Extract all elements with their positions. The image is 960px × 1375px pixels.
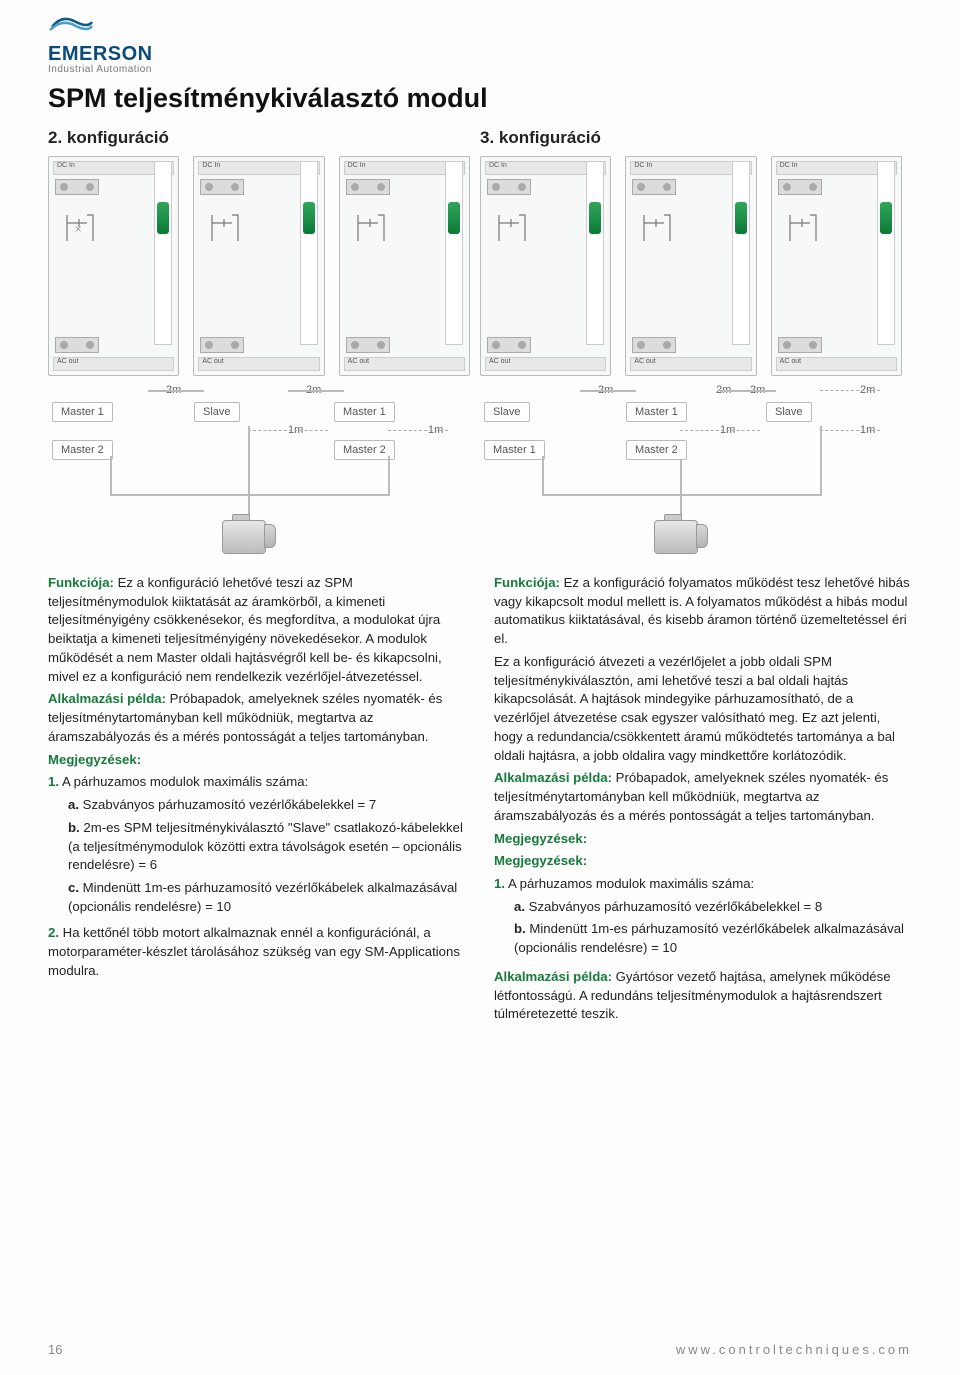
ac-out-label: AC out (344, 357, 465, 371)
module-2-3: DC In AC out (339, 156, 470, 376)
motor-icon (222, 514, 276, 554)
ac-out-label: AC out (485, 357, 606, 371)
page-footer: 16 www.controltechniques.com (48, 1342, 912, 1357)
notes-label: Megjegyzések: (48, 752, 141, 767)
note-1a: Szabványos párhuzamosító vezérlőkábelekk… (529, 899, 823, 914)
notes-label: Megjegyzések: (494, 853, 587, 868)
config-3-diagram: DC In AC out DC In AC out (480, 156, 912, 556)
brand-subtitle: Industrial Automation (48, 64, 912, 75)
master2-chip: Master 2 (626, 440, 687, 460)
module-2-1: DC In AC out (48, 156, 179, 376)
config-2-label: 2. konfiguráció (48, 128, 480, 148)
module-3-1: DC In AC out (480, 156, 611, 376)
page-number: 16 (48, 1342, 62, 1357)
note-1b: 2m-es SPM teljesítménykiválasztó "Slave"… (68, 820, 463, 872)
left-text-column: Funkciója: Ez a konfiguráció lehetővé te… (48, 574, 466, 1028)
master2-chip: Master 2 (334, 440, 395, 460)
slave-chip: Slave (194, 402, 240, 422)
app-lead: Alkalmazási példa: (48, 691, 166, 706)
right-text-column: Funkciója: Ez a konfiguráció folyamatos … (494, 574, 912, 1028)
ac-out-label: AC out (53, 357, 174, 371)
app2-lead: Alkalmazási példa: (494, 969, 612, 984)
slave-chip: Slave (766, 402, 812, 422)
slave-chip: Slave (484, 402, 530, 422)
config-3-label: 3. konfiguráció (480, 128, 912, 148)
master2-chip: Master 2 (52, 440, 113, 460)
note-1: A párhuzamos modulok maximális száma: (508, 876, 754, 891)
emerson-swirl-icon (48, 16, 94, 38)
page-title: SPM teljesítménykiválasztó modul (48, 83, 912, 114)
igbt-icon (65, 213, 95, 243)
module-3-3: DC In AC out (771, 156, 902, 376)
igbt-icon (642, 213, 672, 243)
para-2: Ez a konfiguráció átvezeti a vezérlőjele… (494, 653, 912, 765)
func-body: Ez a konfiguráció lehetővé teszi az SPM … (48, 575, 442, 684)
master1-chip: Master 1 (334, 402, 395, 422)
brand-name: EMERSON (48, 43, 912, 66)
ac-out-label: AC out (776, 357, 897, 371)
note-2-num: 2. (48, 925, 59, 940)
master1-chip: Master 1 (52, 402, 113, 422)
config-2-diagram: DC In AC out DC In AC out (48, 156, 480, 556)
igbt-icon (356, 213, 386, 243)
app-lead: Alkalmazási példa: (494, 770, 612, 785)
note-2: Ha kettőnél több motort alkalmaznak enné… (48, 925, 460, 977)
module-2-2: DC In AC out (193, 156, 324, 376)
ac-out-label: AC out (630, 357, 751, 371)
note-1c: Mindenütt 1m-es párhuzamosító vezérlőkáb… (68, 880, 457, 914)
notes-label: Megjegyzések: (494, 831, 587, 846)
igbt-icon (210, 213, 240, 243)
igbt-icon (788, 213, 818, 243)
note-1: A párhuzamos modulok maximális száma: (62, 774, 308, 789)
ac-out-label: AC out (198, 357, 319, 371)
func-lead: Funkciója: (48, 575, 114, 590)
note-1b: Mindenütt 1m-es párhuzamosító vezérlőkáb… (514, 921, 904, 955)
func-lead: Funkciója: (494, 575, 560, 590)
motor-icon (654, 514, 708, 554)
footer-url: www.controltechniques.com (676, 1342, 912, 1357)
module-3-2: DC In AC out (625, 156, 756, 376)
igbt-icon (497, 213, 527, 243)
master1-chip: Master 1 (626, 402, 687, 422)
note-1a: Szabványos párhuzamosító vezérlőkábelekk… (83, 797, 377, 812)
brand-logo: EMERSON Industrial Automation (48, 16, 912, 75)
master1-chip: Master 1 (484, 440, 545, 460)
